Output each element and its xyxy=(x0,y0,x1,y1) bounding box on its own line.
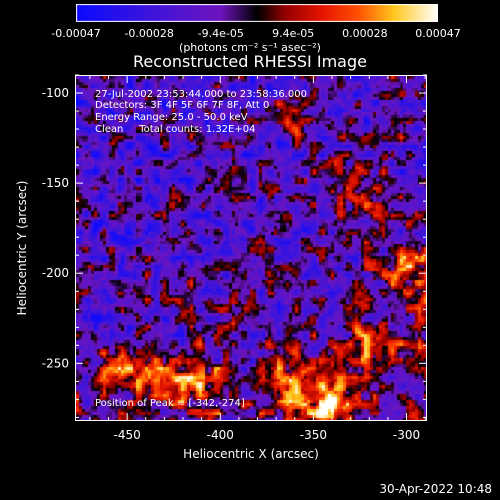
annotation-time-range: 27-Jul-2002 23:53:44.000 to 23:58:36.000 xyxy=(95,89,307,100)
x-tick-label: -450 xyxy=(114,428,141,442)
x-tick-label: -300 xyxy=(393,428,420,442)
y-tick-label: -100 xyxy=(42,86,69,100)
y-tick-label: -150 xyxy=(42,176,69,190)
x-axis-label: Heliocentric X (arcsec) xyxy=(183,447,319,461)
chart-title: Reconstructed RHESSI Image xyxy=(133,52,367,71)
annotation-detectors: Detectors: 3F 4F 5F 6F 7F 8F, Att 0 xyxy=(95,100,270,111)
colorbar-tick-label: 9.4e-05 xyxy=(272,27,315,40)
colorbar xyxy=(76,4,438,22)
colorbar-tick-label: 0.00028 xyxy=(342,27,388,40)
y-tick-label: -200 xyxy=(42,266,69,280)
x-tick-label: -350 xyxy=(300,428,327,442)
annotation-peak: Position of Peak = [-342,-274] xyxy=(95,398,245,409)
y-tick-label: -250 xyxy=(42,356,69,370)
y-axis-label: Heliocentric Y (arcsec) xyxy=(15,181,29,316)
colorbar-unit: (photons cm⁻² s⁻¹ asec⁻²) xyxy=(179,41,321,54)
colorbar-tick-label: -9.4e-05 xyxy=(197,27,244,40)
heatmap-image xyxy=(76,76,426,420)
plot-area xyxy=(75,75,427,421)
colorbar-tick-label: -0.00028 xyxy=(124,27,174,40)
colorbar-tick-label: 0.00047 xyxy=(415,27,461,40)
annotation-clean: Clean Total counts: 1.32E+04 xyxy=(95,124,256,135)
x-tick-label: -400 xyxy=(207,428,234,442)
timestamp: 30-Apr-2022 10:48 xyxy=(379,482,492,496)
colorbar-gradient xyxy=(76,4,438,22)
annotation-energy: Energy Range: 25.0 - 50.0 keV xyxy=(95,112,248,123)
colorbar-tick-label: -0.00047 xyxy=(51,27,101,40)
